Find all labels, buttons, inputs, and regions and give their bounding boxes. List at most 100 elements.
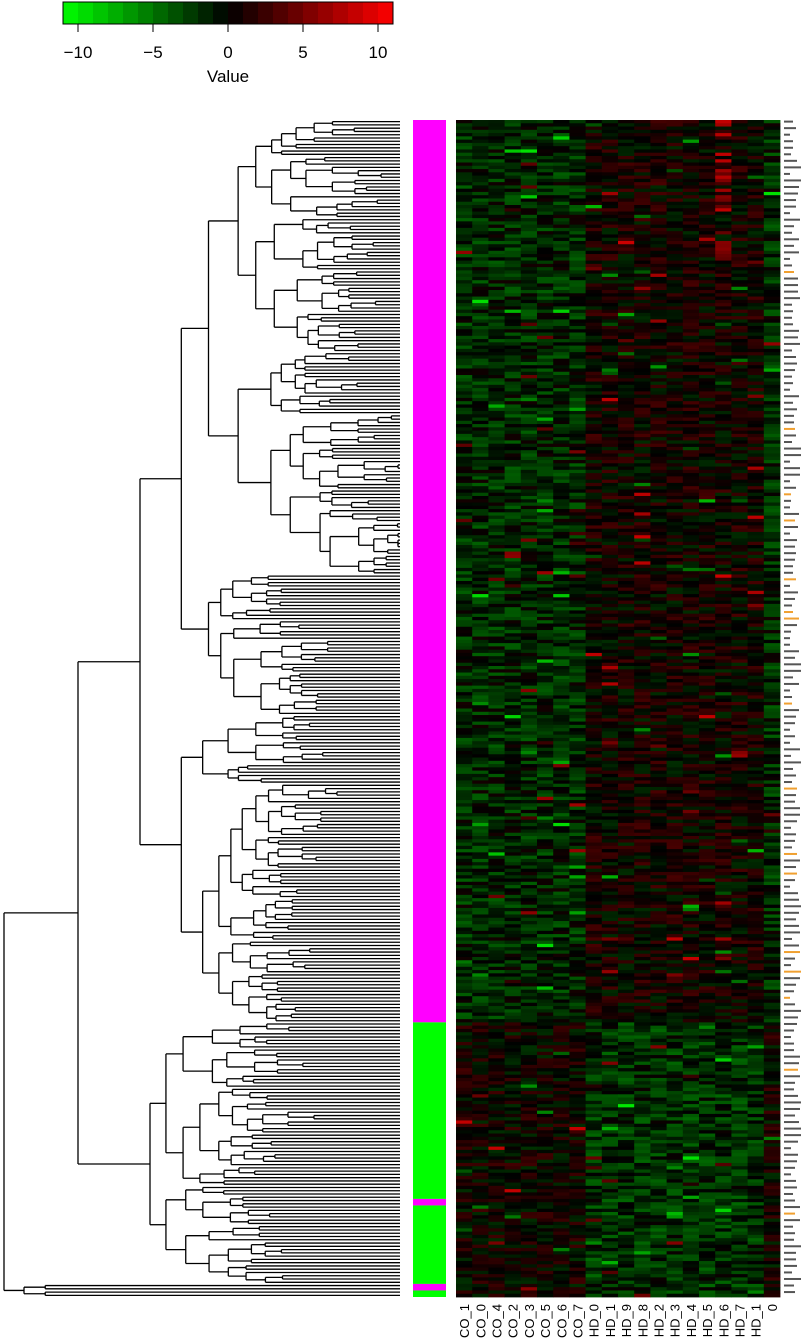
heatmap-cell: [731, 260, 748, 265]
heatmap-cell: [553, 182, 570, 186]
heatmap-cell: [666, 460, 684, 464]
heatmap-cell: [569, 352, 586, 356]
heatmap-cell: [537, 574, 554, 579]
heatmap-cell: [699, 136, 716, 141]
heatmap-cell: [537, 554, 554, 559]
heatmap-cell: [601, 531, 619, 536]
heatmap-cell: [488, 162, 505, 167]
heatmap-cell: [585, 450, 603, 454]
heatmap-cell: [731, 567, 748, 572]
heatmap-cell: [601, 509, 619, 513]
heatmap-cell: [682, 388, 700, 392]
heatmap-cell: [504, 541, 522, 546]
heatmap-cell: [488, 276, 505, 281]
heatmap-cell: [699, 319, 716, 324]
heatmap-cell: [472, 152, 489, 157]
heatmap-cell: [763, 711, 781, 716]
heatmap-cell: [520, 600, 538, 605]
heatmap-cell: [634, 613, 651, 618]
heatmap-cell: [553, 296, 570, 301]
heatmap-cell: [504, 728, 522, 732]
heatmap-cell: [504, 698, 522, 703]
heatmap-cell: [763, 551, 781, 556]
heatmap-cell: [747, 512, 765, 517]
heatmap-cell: [569, 718, 586, 722]
heatmap-cell: [456, 120, 473, 124]
heatmap-cell: [682, 322, 700, 327]
heatmap-cell: [504, 463, 522, 467]
heatmap-cell: [488, 391, 505, 396]
heatmap-cell: [634, 505, 651, 510]
heatmap-cell: [585, 381, 603, 386]
heatmap-cell: [618, 649, 635, 654]
heatmap-cell: [456, 397, 473, 402]
heatmap-cell: [747, 685, 765, 690]
heatmap-cell: [715, 319, 732, 324]
heatmap-cell: [488, 358, 505, 363]
heatmap-cell: [731, 312, 748, 317]
heatmap-cell: [682, 293, 700, 297]
heatmap-cell: [682, 721, 700, 726]
heatmap-cell: [731, 185, 748, 190]
heatmap-cell: [456, 322, 473, 327]
heatmap-cell: [650, 594, 667, 598]
heatmap-cell: [553, 561, 570, 566]
heatmap-cell: [731, 263, 748, 268]
heatmap-cell: [715, 594, 732, 598]
heatmap-cell: [520, 522, 538, 526]
heatmap-cell: [585, 404, 603, 409]
heatmap-cell: [520, 211, 538, 216]
heatmap-cell: [601, 682, 619, 687]
heatmap-cell: [699, 701, 716, 706]
heatmap-cell: [585, 505, 603, 510]
heatmap-cell: [520, 515, 538, 520]
heatmap-cell: [488, 518, 505, 523]
heatmap-cell: [488, 590, 505, 595]
heatmap-cell: [537, 227, 554, 232]
heatmap-cell: [666, 580, 684, 585]
heatmap-cell: [601, 538, 619, 543]
heatmap-cell: [763, 414, 781, 418]
heatmap-cell: [520, 309, 538, 314]
heatmap-cell: [650, 371, 667, 376]
heatmap-cell: [747, 616, 765, 621]
heatmap-cell: [650, 518, 667, 523]
heatmap-cell: [601, 234, 619, 239]
heatmap-cell: [601, 384, 619, 389]
heatmap-cell: [682, 178, 700, 183]
heatmap-cell: [488, 250, 505, 255]
heatmap-cell: [763, 159, 781, 163]
heatmap-cell: [520, 672, 538, 677]
heatmap-cell: [504, 407, 522, 412]
heatmap-cell: [650, 551, 667, 556]
heatmap-cell: [747, 718, 765, 722]
heatmap-cell: [585, 643, 603, 647]
heatmap-cell: [601, 345, 619, 350]
row-cluster-color-bar: [413, 120, 446, 1297]
heatmap-cell: [634, 430, 651, 435]
heatmap-cell: [731, 515, 748, 520]
heatmap-cell: [682, 728, 700, 732]
heatmap-cell: [715, 227, 732, 232]
heatmap-cell: [537, 424, 554, 428]
heatmap-cell: [569, 486, 586, 490]
heatmap-cell: [618, 159, 635, 163]
heatmap-cell: [456, 420, 473, 425]
heatmap-cell: [715, 123, 732, 127]
heatmap-cell: [569, 188, 586, 193]
heatmap-cell: [666, 237, 684, 242]
heatmap-cell: [699, 482, 716, 487]
heatmap-cell: [715, 715, 732, 719]
heatmap-cell: [763, 309, 781, 314]
heatmap-cell: [699, 685, 716, 690]
heatmap-cell: [763, 267, 781, 271]
heatmap-cell: [456, 685, 473, 690]
heatmap-cell: [601, 175, 619, 180]
heatmap-cell: [747, 466, 765, 471]
heatmap-cell: [585, 685, 603, 690]
heatmap-cell: [472, 312, 489, 317]
heatmap-cell: [634, 682, 651, 687]
heatmap-cell: [666, 188, 684, 193]
heatmap-cell: [504, 679, 522, 683]
heatmap-cell: [682, 718, 700, 722]
